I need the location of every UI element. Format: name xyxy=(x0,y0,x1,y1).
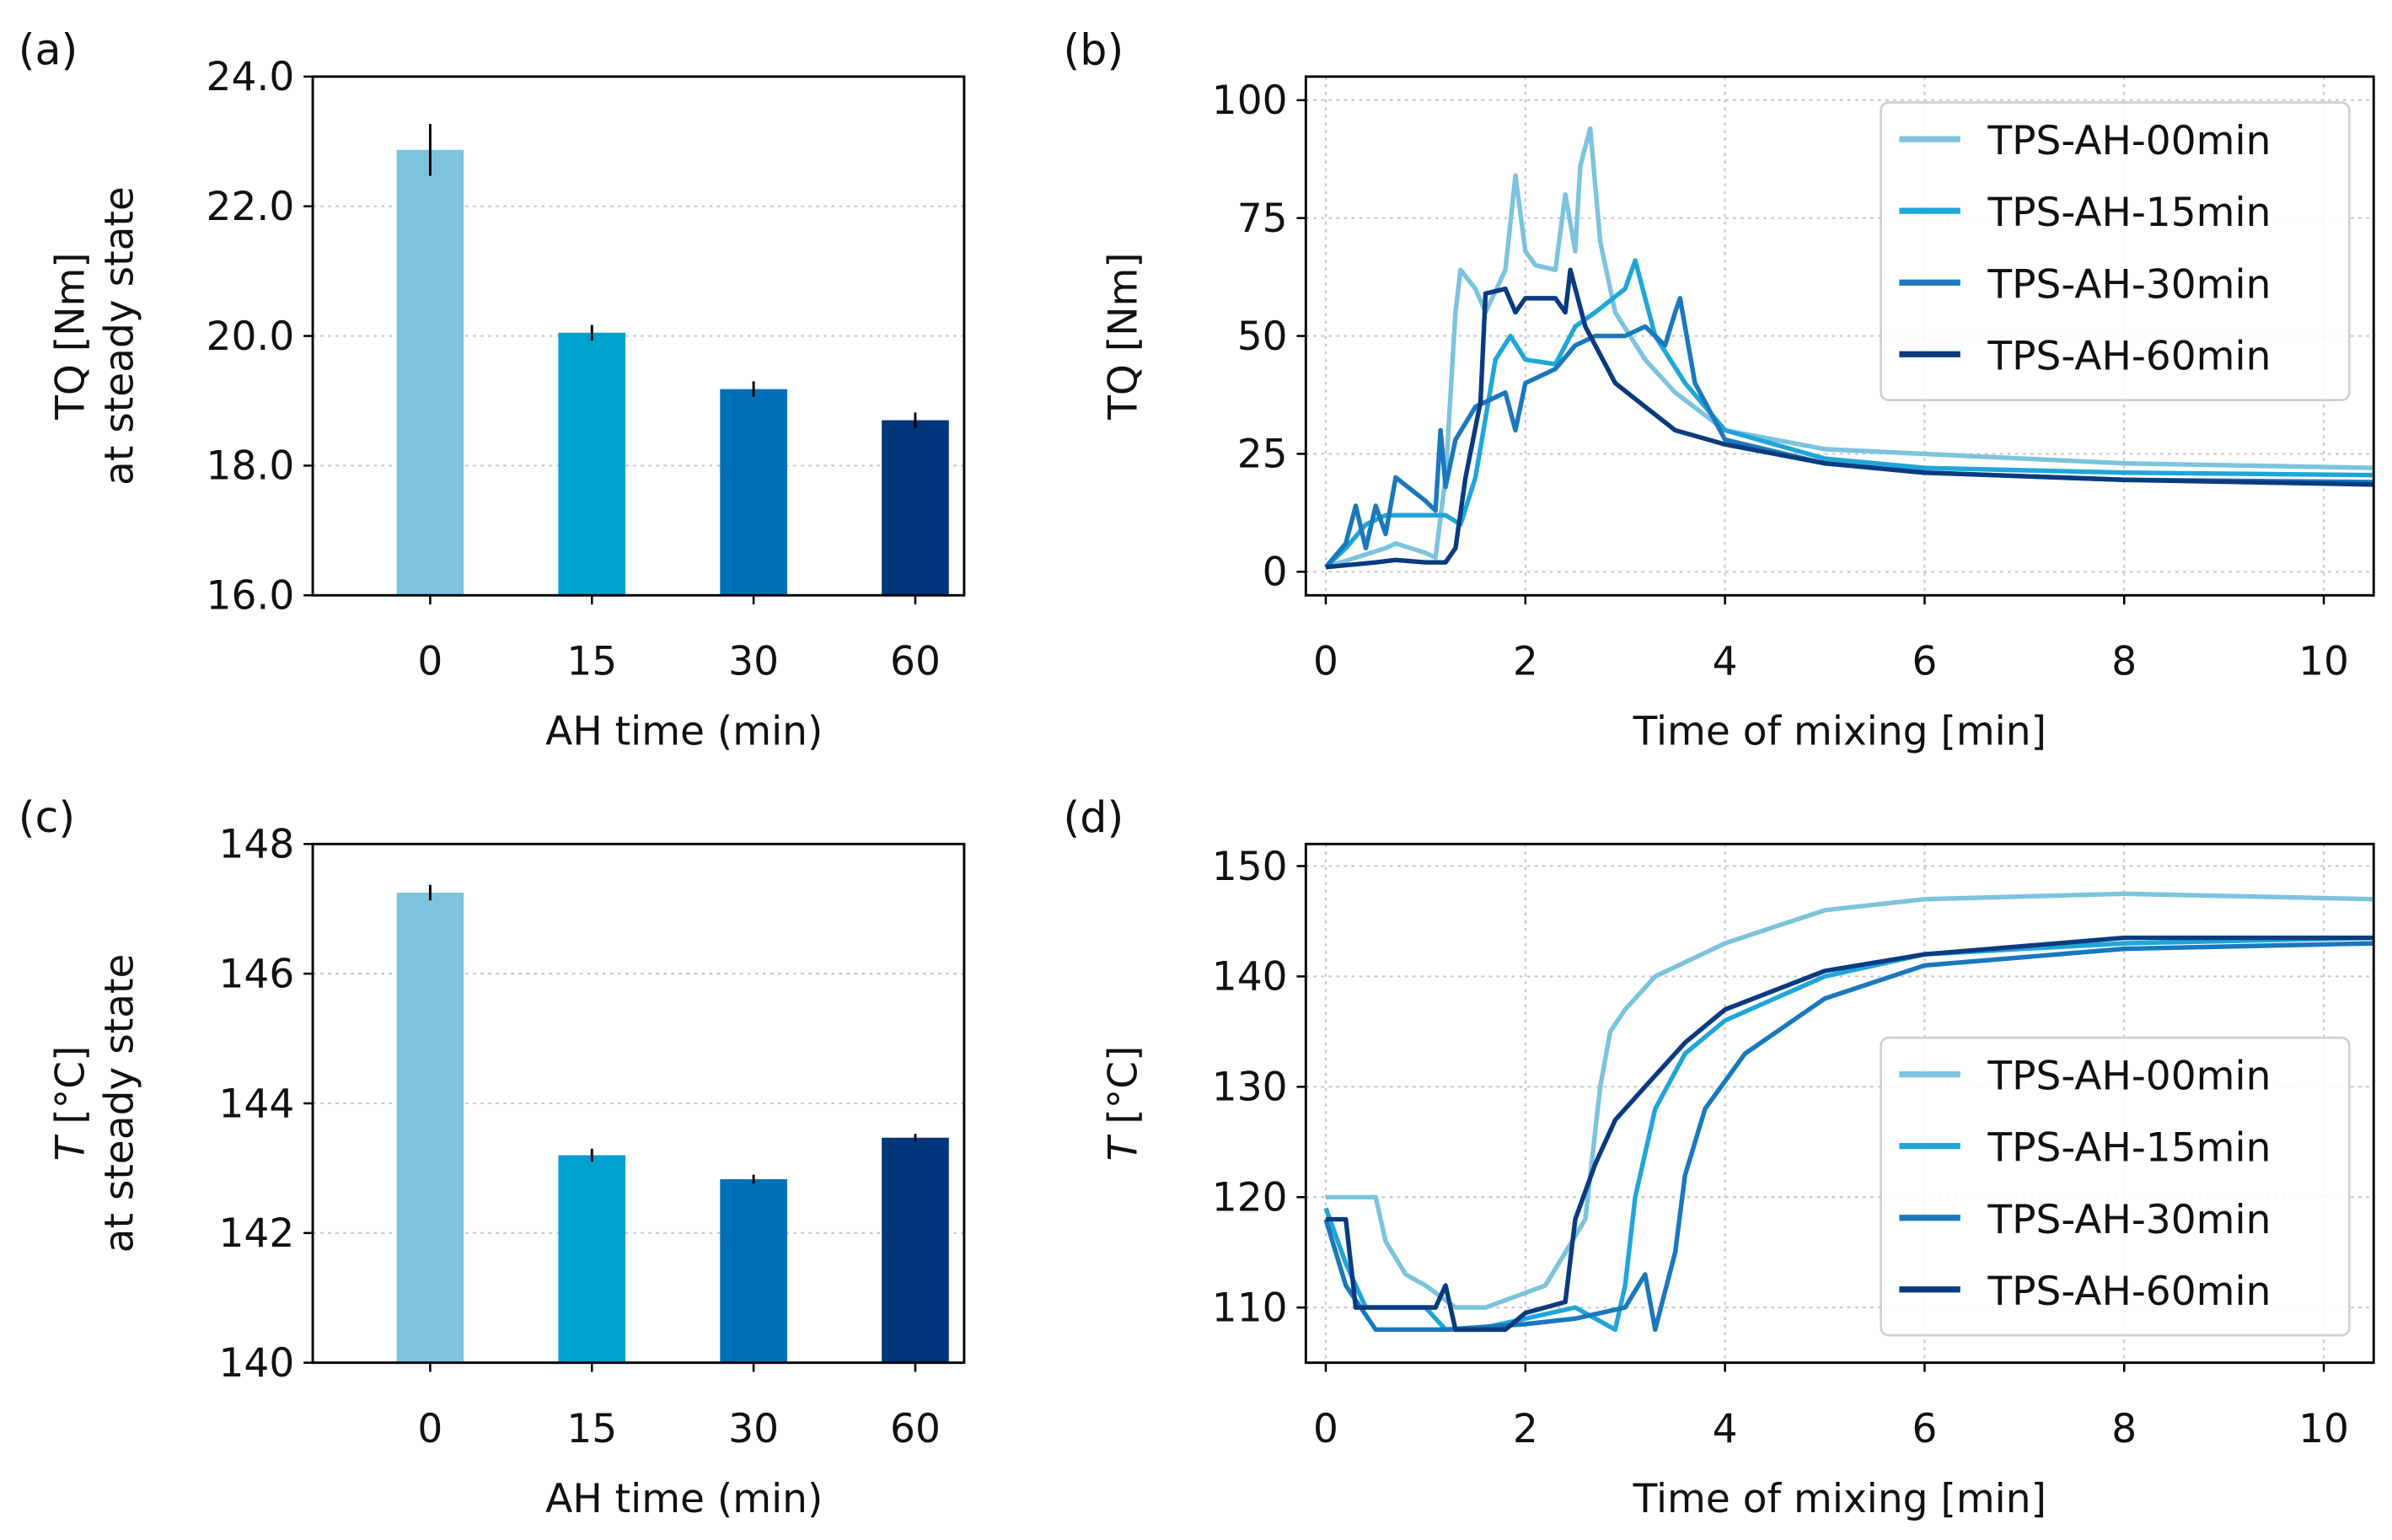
x-tick-label: 6 xyxy=(1912,1406,1937,1452)
y-tick-label: 144 xyxy=(219,1081,295,1127)
x-tick-label: 2 xyxy=(1513,1406,1538,1452)
y-tick-label: 140 xyxy=(1212,954,1288,1001)
series-line-TPS-AH-30min xyxy=(1323,941,2374,1333)
legend-label: TPS-AH-00min xyxy=(1987,118,2271,164)
y-tick-label: 50 xyxy=(1237,314,1288,360)
panel-label: (a) xyxy=(19,24,78,74)
legend: TPS-AH-00min TPS-AH-15min TPS-AH-30min TPS-… xyxy=(1880,101,2351,401)
series-line-TPS-AH-60min xyxy=(1325,267,2374,570)
panel-label: (b) xyxy=(1064,24,1124,74)
x-tick-label: 15 xyxy=(566,638,617,684)
legend-box xyxy=(1880,101,2351,401)
x-tick-label: 8 xyxy=(2111,638,2137,684)
x-tick-label: 60 xyxy=(890,638,941,684)
y-tick-label: 120 xyxy=(1212,1175,1288,1221)
x-tick-label: 15 xyxy=(566,1406,617,1452)
series-line-TPS-AH-15min xyxy=(1324,258,2374,569)
x-tick-label: 60 xyxy=(890,1406,941,1452)
legend-label: TPS-AH-60min xyxy=(1987,333,2271,379)
axes-frame xyxy=(311,842,966,1365)
x-tick-label: 0 xyxy=(1313,1406,1338,1452)
y-tick-label: 146 xyxy=(219,951,295,997)
bar-0 xyxy=(396,149,464,596)
italic-symbol: T xyxy=(1100,1134,1146,1161)
x-tick-label: 4 xyxy=(1713,638,1738,684)
y-tick-label: 18.0 xyxy=(206,443,295,490)
axes-frame xyxy=(1304,75,2375,597)
bar-60 xyxy=(882,1137,949,1363)
y-axis-label: TQ [Nm] xyxy=(1100,252,1146,420)
x-tick-label: 2 xyxy=(1513,638,1538,684)
x-tick-label: 0 xyxy=(1313,638,1338,684)
y-tick-label: 22.0 xyxy=(206,184,295,230)
series-line-TPS-AH-00min xyxy=(1325,126,2374,570)
legend-label: TPS-AH-00min xyxy=(1987,1054,2271,1100)
x-tick-label: 30 xyxy=(728,1406,779,1452)
x-tick-label: 0 xyxy=(417,1406,442,1452)
panel-label: (c) xyxy=(19,792,75,842)
series-line-TPS-AH-60min xyxy=(1326,935,2374,1333)
panel-b: (b)0 2 4 6 8 100255075100TPS-AH-00minTPS-AH-1… xyxy=(1064,24,2375,755)
y-tick-label: 75 xyxy=(1237,196,1288,242)
panel-label: (d) xyxy=(1064,792,1124,842)
panel-d: (d)0 2 4 6 8 10110120130140150TPS-AH-00minTPS… xyxy=(1064,792,2375,1522)
y-tick-label: 150 xyxy=(1212,844,1288,890)
series-line-TPS-AH-30min xyxy=(1323,296,2374,569)
bar-60 xyxy=(882,420,949,596)
legend-label: TPS-AH-15min xyxy=(1987,190,2271,236)
y-axis-label-line2: at steady state xyxy=(96,954,142,1253)
x-tick-label: 6 xyxy=(1912,638,1937,684)
legend-label: TPS-AH-30min xyxy=(1987,1197,2271,1243)
x-axis-label: Time of mixing [min] xyxy=(1633,1476,2046,1522)
panel-c: (c) 0 15 30 60 140 142 144 146 148 at steady state… xyxy=(19,792,966,1522)
x-tick-label: 10 xyxy=(2298,638,2349,684)
y-tick-label: 20.0 xyxy=(206,314,295,360)
y-tick-label: 110 xyxy=(1212,1285,1288,1331)
x-tick-label: 10 xyxy=(2298,1406,2349,1452)
legend: TPS-AH-00min TPS-AH-15min TPS-AH-30min TPS-… xyxy=(1880,1036,2351,1337)
x-axis-label: Time of mixing [min] xyxy=(1633,709,2046,755)
y-tick-label: 24.0 xyxy=(206,54,295,100)
y-tick-label: 25 xyxy=(1237,432,1288,478)
y-tick-label: 100 xyxy=(1212,78,1288,124)
y-axis-label: T [°C] xyxy=(1100,1046,1146,1162)
y-axis-label: T [°C] xyxy=(48,1046,94,1162)
x-tick-label: 4 xyxy=(1713,1406,1738,1452)
y-tick-label: 140 xyxy=(219,1340,295,1387)
y-tick-label: 0 xyxy=(1263,550,1288,596)
legend-label: TPS-AH-15min xyxy=(1987,1125,2271,1172)
x-tick-label: 8 xyxy=(2111,1406,2137,1452)
y-axis-label: TQ [Nm] xyxy=(48,252,94,420)
y-tick-label: 142 xyxy=(219,1210,295,1257)
x-axis-label: AH time (min) xyxy=(545,1476,823,1522)
legend-label: TPS-AH-30min xyxy=(1987,261,2271,308)
bar-0 xyxy=(396,892,464,1363)
axes-frame xyxy=(311,75,966,597)
y-tick-label: 148 xyxy=(219,822,295,868)
x-tick-label: 0 xyxy=(417,638,442,684)
x-axis-label: AH time (min) xyxy=(545,709,823,755)
panel-a: (a) 0 15 30 60 16.0 18.0 20.0 22.0 24.0 at steady … xyxy=(19,24,966,755)
y-tick-label: 130 xyxy=(1212,1065,1288,1111)
bar-15 xyxy=(558,1155,626,1363)
bar-15 xyxy=(558,332,626,596)
italic-symbol: T xyxy=(48,1134,94,1161)
bar-30 xyxy=(720,1178,787,1363)
y-tick-label: 16.0 xyxy=(206,573,295,620)
legend-label: TPS-AH-60min xyxy=(1987,1269,2271,1315)
axes-frame xyxy=(1304,842,2375,1365)
bar-30 xyxy=(720,389,787,596)
legend-box xyxy=(1880,1036,2351,1337)
y-axis-label-line2: at steady state xyxy=(96,186,142,486)
x-tick-label: 30 xyxy=(728,638,779,684)
